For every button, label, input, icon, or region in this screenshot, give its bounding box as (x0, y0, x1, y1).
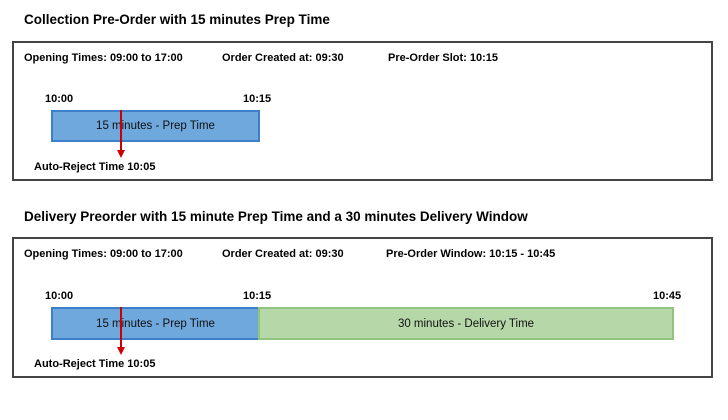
prep-time-bar: 15 minutes - Prep Time (51, 307, 260, 340)
auto-reject-label: Auto-Reject Time 10:05 (34, 161, 156, 173)
preorder-window: Pre-Order Window: 10:15 - 10:45 (386, 248, 556, 260)
opening-times: Opening Times: 09:00 to 17:00 (24, 52, 183, 64)
order-created: Order Created at: 09:30 (222, 248, 344, 260)
delivery-time-label: 30 minutes - Delivery Time (397, 317, 535, 330)
collection-title: Collection Pre-Order with 15 minutes Pre… (24, 12, 330, 27)
auto-reject-label: Auto-Reject Time 10:05 (34, 358, 156, 370)
opening-times: Opening Times: 09:00 to 17:00 (24, 248, 183, 260)
tick-label: 10:45 (653, 290, 682, 302)
tick-label: 10:15 (243, 290, 272, 302)
prep-time-label: 15 minutes - Prep Time (96, 317, 215, 330)
prep-time-label: 15 minutes - Prep Time (96, 120, 215, 132)
tick-label: 10:00 (45, 290, 74, 302)
arrow-head-icon (117, 150, 125, 158)
tick-label: 10:15 (243, 93, 272, 105)
arrow-head-icon (117, 347, 125, 355)
prep-time-bar: 15 minutes - Prep Time (51, 110, 260, 142)
delivery-title: Delivery Preorder with 15 minute Prep Ti… (24, 209, 528, 224)
preorder-slot: Pre-Order Slot: 10:15 (388, 52, 499, 64)
auto-reject-arrow (120, 110, 122, 152)
delivery-time-bar: 30 minutes - Delivery Time (258, 307, 674, 340)
order-created: Order Created at: 09:30 (222, 52, 344, 64)
auto-reject-arrow (120, 307, 122, 349)
tick-label: 10:00 (45, 93, 74, 105)
